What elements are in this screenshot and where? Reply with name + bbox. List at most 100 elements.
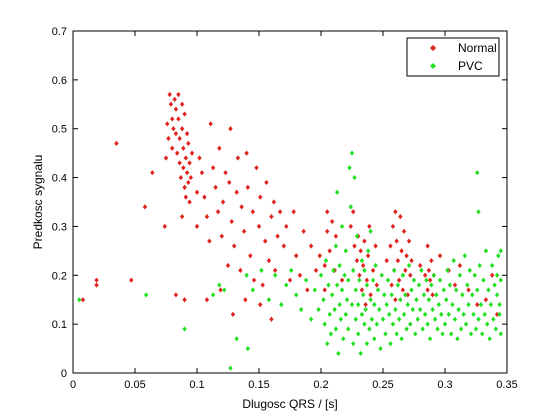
point-pvc xyxy=(351,267,356,273)
point-normal xyxy=(215,209,221,215)
point-pvc xyxy=(367,326,372,332)
point-normal xyxy=(168,101,174,107)
point-normal xyxy=(187,160,192,166)
point-pvc xyxy=(379,272,384,278)
point-normal xyxy=(194,189,200,195)
point-normal xyxy=(94,277,99,283)
point-normal xyxy=(186,179,191,186)
point-normal xyxy=(184,131,190,137)
point-pvc xyxy=(480,331,485,337)
point-normal xyxy=(408,272,413,278)
y-tick-label: 0.2 xyxy=(52,270,67,282)
x-tick-label: 0.35 xyxy=(496,379,517,391)
point-normal xyxy=(232,243,237,249)
point-pvc xyxy=(466,302,471,308)
point-pvc xyxy=(328,331,334,337)
point-normal xyxy=(266,258,272,264)
point-normal xyxy=(187,199,192,205)
point-normal xyxy=(179,126,185,132)
point-normal xyxy=(308,243,314,249)
point-normal xyxy=(425,287,430,293)
point-normal xyxy=(208,121,213,127)
point-pvc xyxy=(451,258,456,264)
point-normal xyxy=(457,262,463,269)
point-pvc xyxy=(339,287,345,293)
point-normal xyxy=(189,150,195,156)
point-normal xyxy=(243,297,248,303)
point-pvc xyxy=(348,204,353,210)
point-normal xyxy=(294,253,299,259)
point-normal xyxy=(365,253,371,259)
y-tick-label: 0.1 xyxy=(52,319,67,331)
point-pvc xyxy=(382,292,387,298)
point-pvc xyxy=(383,331,388,337)
point-normal xyxy=(229,218,234,225)
point-pvc xyxy=(349,302,355,308)
legend: Normal PVC xyxy=(406,37,500,77)
point-pvc xyxy=(484,321,490,327)
point-pvc xyxy=(455,336,460,342)
point-pvc xyxy=(476,209,481,215)
point-normal xyxy=(188,174,193,181)
point-normal xyxy=(393,209,398,215)
point-normal xyxy=(466,287,471,293)
point-normal xyxy=(364,277,370,283)
point-normal xyxy=(291,209,296,215)
point-normal xyxy=(238,267,243,273)
y-tick-label: 0.5 xyxy=(52,124,67,136)
point-normal xyxy=(394,238,399,244)
point-normal xyxy=(348,223,353,230)
point-pvc xyxy=(222,287,227,293)
point-normal xyxy=(437,253,443,259)
point-pvc xyxy=(374,321,379,327)
point-normal xyxy=(173,131,179,137)
point-pvc xyxy=(337,302,342,308)
point-pvc xyxy=(365,248,371,254)
point-pvc xyxy=(325,341,330,347)
point-normal xyxy=(358,248,363,254)
legend-normal-label: Normal xyxy=(458,41,497,55)
point-pvc xyxy=(377,306,382,313)
point-pvc xyxy=(343,311,348,317)
point-pvc xyxy=(489,262,495,269)
point-normal xyxy=(202,194,207,200)
point-pvc xyxy=(318,272,324,278)
point-normal xyxy=(182,111,187,117)
point-pvc xyxy=(333,326,339,332)
point-pvc xyxy=(420,326,425,332)
data-points xyxy=(77,91,503,371)
point-pvc xyxy=(403,292,408,298)
point-normal xyxy=(401,228,407,234)
point-normal xyxy=(204,297,210,303)
point-normal xyxy=(218,287,223,293)
x-axis-title: Dlugosc QRS / [s] xyxy=(242,397,337,411)
point-pvc xyxy=(359,311,365,317)
point-normal xyxy=(166,135,171,142)
point-normal xyxy=(363,302,368,308)
point-pvc xyxy=(342,272,347,278)
point-normal xyxy=(186,140,191,146)
point-normal xyxy=(389,282,394,288)
point-normal xyxy=(404,253,409,259)
point-normal xyxy=(272,267,278,273)
point-pvc xyxy=(405,302,410,308)
axis-tick-labels: 0 0.05 0.1 0.15 0.2 0.25 0.3 0.35 0 0.1 0.2 0.3 0.4 0… xyxy=(52,26,518,391)
point-pvc xyxy=(453,287,459,293)
point-normal xyxy=(264,179,269,186)
point-pvc xyxy=(385,277,391,283)
point-pvc xyxy=(431,272,437,278)
point-normal xyxy=(142,204,148,210)
point-pvc xyxy=(354,233,360,239)
point-normal xyxy=(183,155,189,161)
point-normal xyxy=(210,165,216,171)
point-pvc xyxy=(375,287,381,293)
point-pvc xyxy=(411,277,417,283)
point-pvc xyxy=(373,262,378,269)
plot-frame xyxy=(72,30,508,374)
series-normal-points xyxy=(80,91,500,322)
point-normal xyxy=(325,228,330,234)
point-pvc xyxy=(427,336,433,342)
point-normal xyxy=(241,228,247,234)
point-pvc xyxy=(444,297,449,303)
point-pvc xyxy=(439,311,444,317)
